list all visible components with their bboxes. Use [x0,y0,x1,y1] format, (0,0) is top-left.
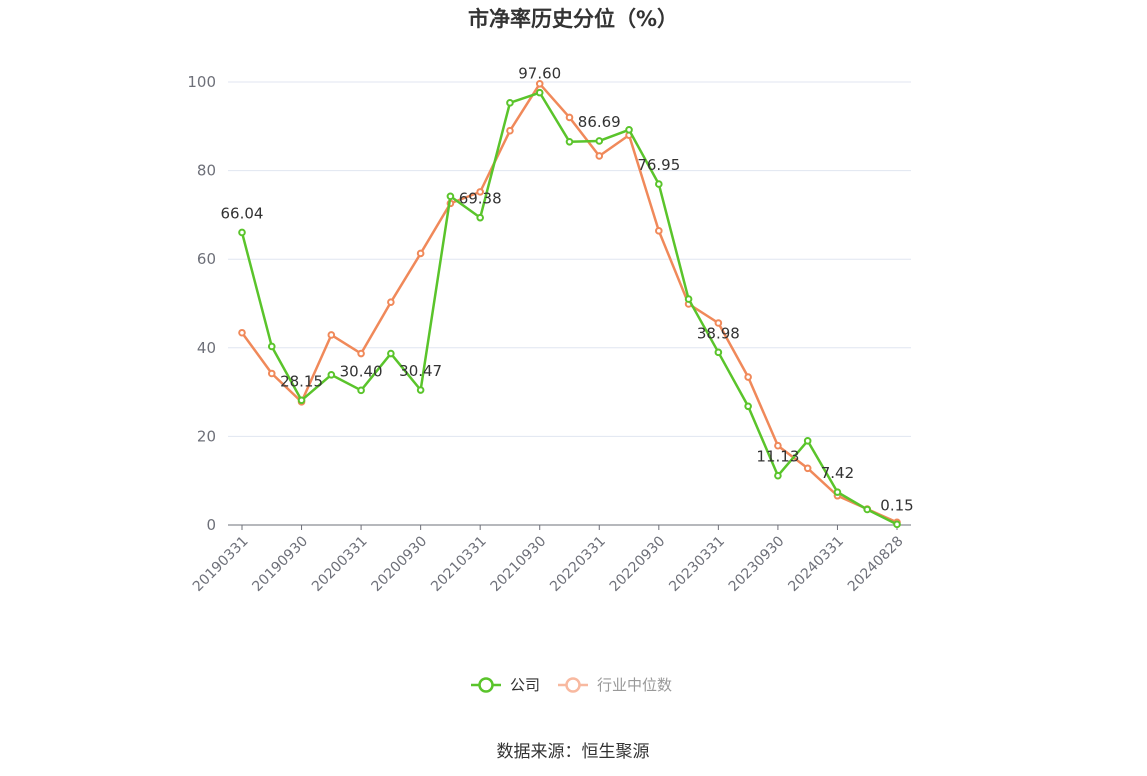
x-tick-label: 20210930 [488,533,550,595]
x-tick-label: 20190930 [249,533,311,595]
data-point[interactable] [655,227,663,235]
x-tick-label: 20200331 [309,533,371,595]
data-point[interactable] [655,180,663,188]
chart-title: 市净率历史分位（%） [468,7,678,31]
data-point[interactable] [774,441,782,450]
x-tick-label: 20240331 [785,533,847,595]
data-point[interactable] [446,192,455,201]
data-point[interactable] [357,386,365,395]
data-point[interactable] [714,348,723,357]
x-tick-label: 20230930 [726,533,788,595]
data-label: 0.15 [880,496,913,514]
x-tick-label: 20240828 [845,533,907,595]
data-point[interactable] [803,464,812,473]
x-axis: 2019033120190930202003312020093020210331… [190,524,911,595]
data-point[interactable] [267,369,276,378]
data-point[interactable] [506,126,514,135]
x-tick-label: 20190331 [190,533,252,595]
data-point[interactable] [535,88,544,97]
data-point[interactable] [416,249,425,258]
x-tick-label: 20220331 [547,533,609,595]
data-label: 66.04 [221,204,264,222]
y-tick-label: 80 [197,162,216,180]
data-point[interactable] [416,386,425,394]
data-point[interactable] [595,152,604,160]
data-point[interactable] [863,505,872,514]
data-point[interactable] [387,298,395,306]
y-tick-label: 0 [206,516,216,534]
data-point[interactable] [565,138,574,146]
data-point[interactable] [744,373,752,381]
x-tick-label: 20230331 [666,533,728,595]
data-label: 30.40 [340,362,383,380]
data-point[interactable] [684,295,693,303]
x-tick-label: 20210331 [428,533,490,595]
x-tick-label: 20200930 [369,533,431,595]
legend-label: 行业中位数 [597,676,672,694]
data-point[interactable] [476,213,484,222]
legend[interactable]: 公司 行业中位数 [471,676,672,694]
data-point[interactable] [565,113,574,122]
data-point[interactable] [387,349,395,358]
data-point[interactable] [506,99,514,107]
data-point[interactable] [238,228,246,237]
data-point[interactable] [744,402,752,411]
data-point[interactable] [267,342,276,351]
data-point[interactable] [238,328,246,337]
legend-marker-icon [565,677,581,693]
data-point[interactable] [476,188,484,196]
y-tick-label: 60 [197,250,216,268]
x-tick-label: 20220930 [607,533,669,595]
data-label: 86.69 [578,113,621,131]
source-note: 数据来源：恒生聚源 [497,742,650,762]
data-labels: 66.04 28.15 30.40 30.47 69.38 97.60 86.69 76.95… [221,65,914,515]
legend-item-0[interactable]: 公司 [471,676,540,694]
data-point[interactable] [833,488,842,496]
data-label: 97.60 [518,65,561,83]
data-point[interactable] [327,331,336,339]
y-tick-label: 20 [197,427,216,445]
legend-marker-icon [478,677,494,693]
series-layer [238,79,901,529]
data-point[interactable] [893,520,901,529]
data-label: 69.38 [459,190,502,208]
data-label: 11.13 [756,448,799,466]
y-tick-label: 100 [187,73,216,91]
data-point[interactable] [714,319,723,327]
legend-label: 公司 [510,676,540,694]
data-label: 28.15 [280,372,323,390]
y-axis: 0 20 40 60 80 100 [187,73,216,534]
data-point[interactable] [803,437,812,445]
grid [228,81,911,437]
data-point[interactable] [357,349,365,358]
data-label: 38.98 [697,324,740,342]
data-point[interactable] [297,396,306,405]
data-point[interactable] [535,79,544,88]
data-label: 76.95 [637,156,680,174]
data-point[interactable] [625,126,633,134]
data-label: 7.42 [821,464,854,482]
y-tick-label: 40 [197,339,216,357]
data-label: 30.47 [399,362,442,380]
data-point[interactable] [774,471,782,480]
data-point[interactable] [327,371,336,379]
legend-item-1[interactable]: 行业中位数 [558,676,672,694]
data-point[interactable] [595,137,604,145]
